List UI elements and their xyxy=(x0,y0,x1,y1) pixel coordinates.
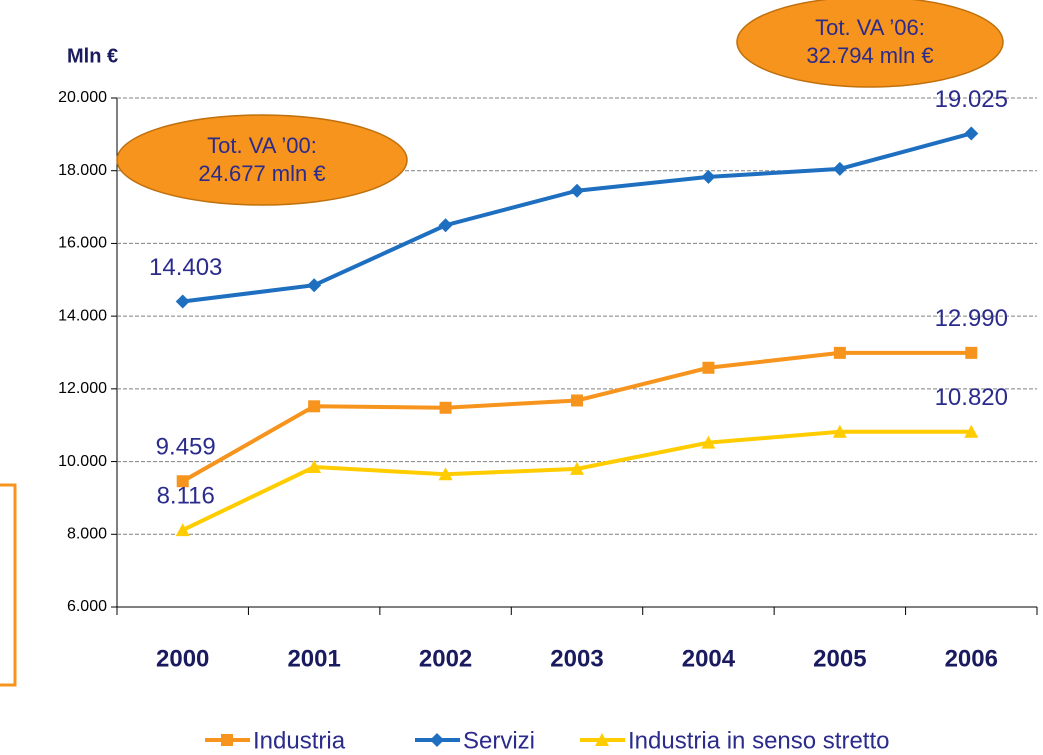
marker xyxy=(570,461,584,475)
y-tick-label: 10.000 xyxy=(58,453,107,470)
data-label: 19.025 xyxy=(935,86,1008,113)
annotation-bubble xyxy=(736,0,1004,88)
data-label: 10.820 xyxy=(935,384,1008,411)
legend-item: Industria in senso stretto xyxy=(580,727,889,754)
x-tick-label: 2006 xyxy=(945,645,998,672)
frame-box xyxy=(0,483,17,687)
legend-item: Industria xyxy=(205,727,346,754)
marker xyxy=(307,460,322,474)
marker xyxy=(430,733,444,747)
marker xyxy=(965,346,978,359)
marker xyxy=(701,435,716,449)
y-tick-label: 8.000 xyxy=(67,526,107,543)
y-tick-label: 6.000 xyxy=(67,598,107,615)
data-label: 14.403 xyxy=(149,254,222,281)
annotation-text: Tot. VA ’06: xyxy=(815,15,925,40)
marker xyxy=(175,523,190,537)
x-tick-label: 2000 xyxy=(156,645,209,672)
marker xyxy=(833,346,846,359)
marker xyxy=(438,218,453,233)
y-tick-label: 14.000 xyxy=(58,307,107,324)
legend-label: Industria in senso stretto xyxy=(628,727,889,754)
legend-label: Servizi xyxy=(463,727,535,754)
x-tick-label: 2002 xyxy=(419,645,472,672)
legend-item: Servizi xyxy=(415,727,535,754)
marker xyxy=(832,424,847,438)
marker xyxy=(438,467,453,481)
annotation-text: 32.794 mln € xyxy=(806,43,933,68)
series-line xyxy=(181,429,972,532)
x-tick-label: 2001 xyxy=(287,645,340,672)
marker xyxy=(595,733,609,746)
marker xyxy=(570,183,584,198)
data-label: 8.116 xyxy=(157,482,215,509)
marker xyxy=(308,400,321,413)
data-label: 12.990 xyxy=(935,305,1008,332)
x-tick-label: 2003 xyxy=(550,645,603,672)
y-tick-label: 18.000 xyxy=(58,162,107,179)
marker xyxy=(221,734,233,746)
y-axis-label: Mln € xyxy=(67,45,118,67)
marker xyxy=(307,278,322,293)
marker xyxy=(832,161,847,176)
annotation-text: Tot. VA ’00: xyxy=(207,133,317,158)
marker xyxy=(176,475,189,488)
marker xyxy=(702,361,715,374)
marker xyxy=(964,424,979,438)
y-tick-label: 16.000 xyxy=(58,235,107,252)
legend-label: Industria xyxy=(253,727,346,754)
marker xyxy=(571,394,583,407)
x-tick-label: 2004 xyxy=(682,645,736,672)
marker xyxy=(439,401,452,414)
y-tick-label: 20.000 xyxy=(58,89,107,106)
data-label: 9.459 xyxy=(156,434,216,461)
marker xyxy=(964,126,979,141)
y-tick-label: 12.000 xyxy=(58,380,107,397)
annotation-bubble xyxy=(116,114,408,206)
marker xyxy=(175,294,190,309)
annotation-text: 24.677 mln € xyxy=(198,161,325,186)
marker xyxy=(701,169,716,184)
x-tick-label: 2005 xyxy=(813,645,866,672)
